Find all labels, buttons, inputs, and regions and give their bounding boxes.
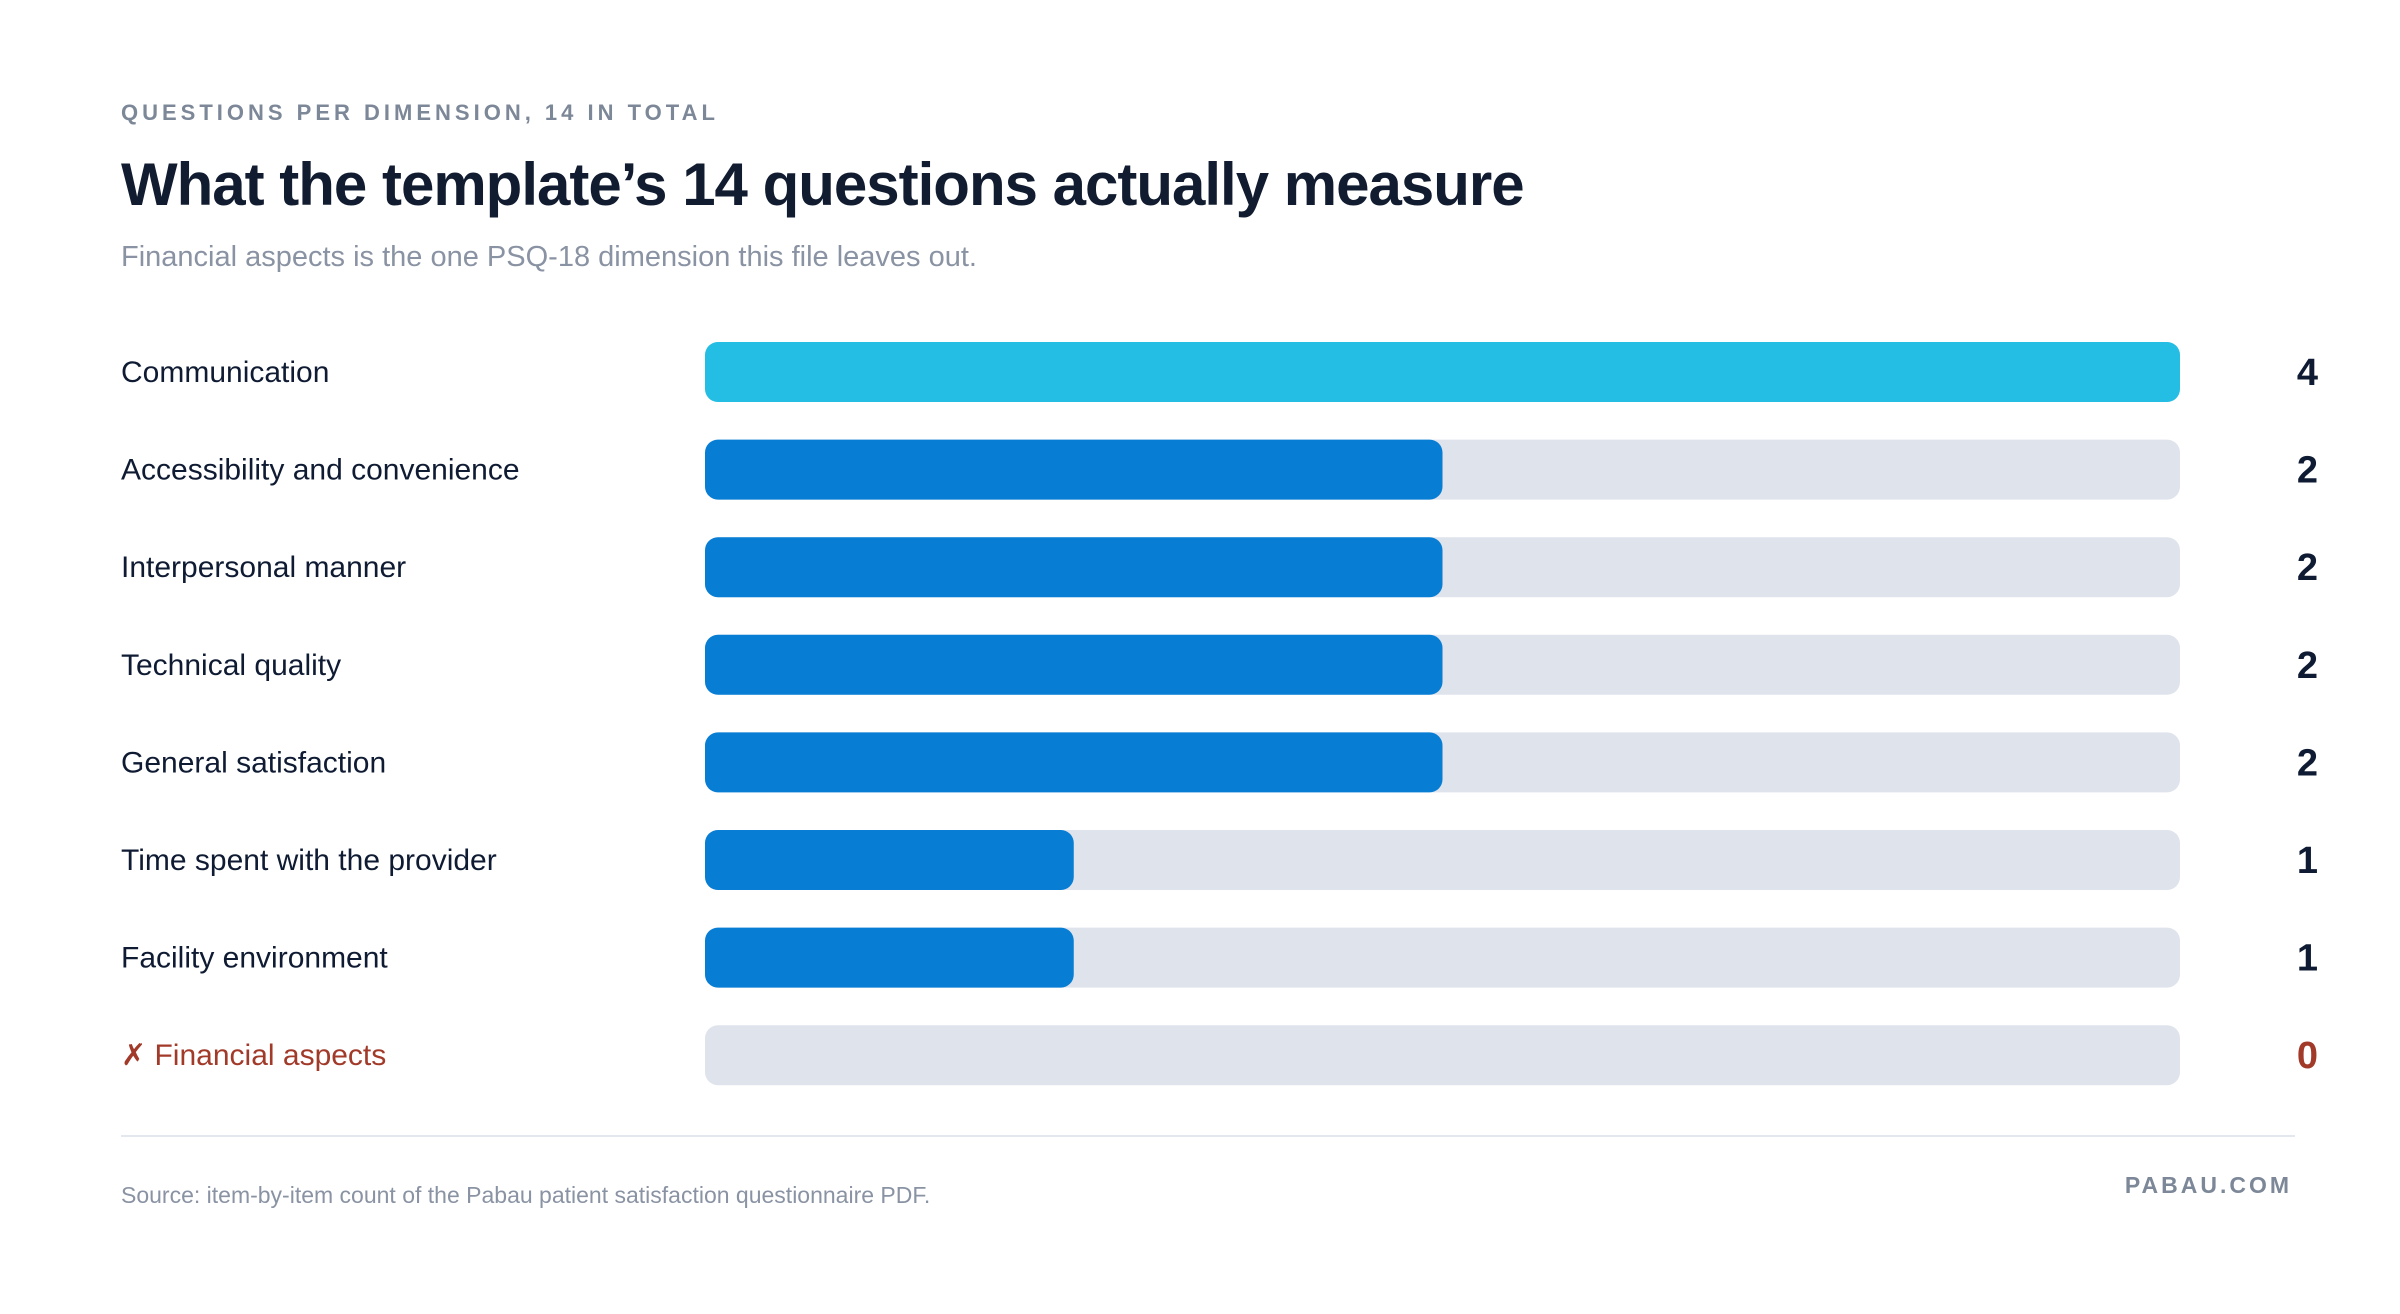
missing-mark-icon: ✗ [121,1039,154,1072]
footer-divider [121,1135,2295,1137]
bar-track-financial-aspects [705,1025,2180,1086]
bar-communication [705,342,2180,402]
value-label-interpersonal-manner: 2 [2297,547,2318,589]
category-label-interpersonal-manner: Interpersonal manner [121,551,406,584]
category-label-time-spent-with-the-provider: Time spent with the provider [121,844,497,877]
category-label-technical-quality: Technical quality [121,649,341,682]
category-label-financial-aspects: ✗ Financial aspects [121,1039,386,1072]
value-label-financial-aspects: 0 [2297,1035,2318,1077]
category-label-general-satisfaction: General satisfaction [121,746,386,779]
value-label-technical-quality: 2 [2297,645,2318,687]
chart-subtitle: Financial aspects is the one PSQ-18 dime… [121,241,977,273]
value-label-time-spent-with-the-provider: 1 [2297,840,2318,882]
bar-interpersonal-manner [705,537,1443,598]
value-label-general-satisfaction: 2 [2297,742,2318,784]
source-note: Source: item-by-item count of the Pabau … [121,1182,931,1208]
category-label-communication: Communication [121,356,329,389]
bar-technical-quality [705,634,1443,695]
brand-logo: PABAU.COM [2124,1172,2292,1198]
category-label-accessibility-and-convenience: Accessibility and convenience [121,454,520,487]
chart-eyebrow: QUESTIONS PER DIMENSION, 14 IN TOTAL [121,100,719,125]
bar-general-satisfaction [705,732,1443,793]
value-label-facility-environment: 1 [2297,938,2318,980]
chart-title: What the template’s 14 questions actuall… [121,151,1525,218]
bar-facility-environment [705,927,1074,988]
bar-accessibility-and-convenience [705,439,1443,500]
bar-time-spent-with-the-provider [705,830,1074,890]
value-label-communication: 4 [2297,352,2318,394]
bar-chart: Communication 4 Accessibility and convenie… [121,342,2318,1086]
value-label-accessibility-and-convenience: 2 [2297,450,2318,492]
category-label-facility-environment: Facility environment [121,942,388,975]
